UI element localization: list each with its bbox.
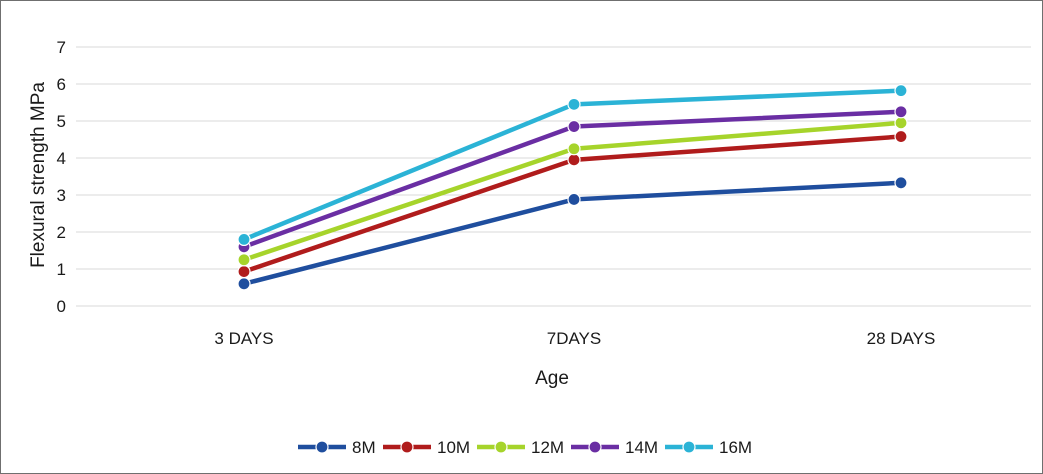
legend-label: 8M [352, 438, 376, 457]
y-tick-label: 6 [57, 75, 66, 94]
data-point-10M [894, 129, 908, 144]
y-tick-label: 7 [57, 38, 66, 57]
data-point-12M [567, 142, 581, 156]
y-tick-label: 0 [57, 297, 66, 316]
data-point-8M [567, 192, 581, 207]
y-tick-label: 2 [57, 223, 66, 242]
legend-swatch-marker [315, 440, 329, 454]
gridlines [76, 46, 1031, 307]
y-tick-label: 1 [57, 260, 66, 279]
y-axis-title: Flexural strength MPa [28, 82, 49, 268]
legend-swatch-marker [588, 440, 602, 454]
x-axis-tick-labels: 3 DAYS 7DAYS 28 DAYS [214, 329, 935, 348]
data-point-16M [894, 84, 908, 98]
x-axis-title: Age [535, 368, 569, 389]
legend-label: 14M [625, 438, 658, 457]
data-point-8M [237, 277, 251, 291]
data-point-12M [894, 116, 908, 130]
legend-item-14M: 14M [571, 438, 658, 457]
series-lines [241, 88, 904, 287]
legend-item-10M: 10M [383, 438, 470, 457]
legend-swatch-marker [400, 440, 414, 454]
data-point-10M [237, 264, 251, 279]
data-point-14M [567, 119, 581, 134]
legend-swatch-marker [494, 440, 508, 454]
y-tick-label: 5 [57, 112, 66, 131]
legend-item-12M: 12M [477, 438, 564, 457]
legend-label: 16M [719, 438, 752, 457]
data-point-10M [567, 153, 581, 167]
legend-swatch-marker [682, 440, 696, 454]
legend-item-16M: 16M [665, 438, 752, 457]
x-tick-label: 28 DAYS [867, 329, 936, 348]
legend-label: 12M [531, 438, 564, 457]
y-axis-tick-labels: 0 1 2 3 4 5 6 7 [57, 38, 66, 316]
y-tick-label: 4 [57, 149, 66, 168]
y-tick-label: 3 [57, 186, 66, 205]
legend-label: 10M [437, 438, 470, 457]
series-markers [237, 84, 908, 291]
data-point-16M [567, 97, 581, 111]
legend-item-8M: 8M [298, 438, 376, 457]
x-tick-label: 7DAYS [547, 329, 602, 348]
data-point-8M [894, 176, 908, 190]
x-tick-label: 3 DAYS [214, 329, 273, 348]
legend: 8M 10M 12M 14M 16M [298, 438, 752, 457]
data-point-14M [894, 105, 908, 119]
data-point-12M [237, 253, 251, 267]
data-point-16M [237, 232, 251, 246]
